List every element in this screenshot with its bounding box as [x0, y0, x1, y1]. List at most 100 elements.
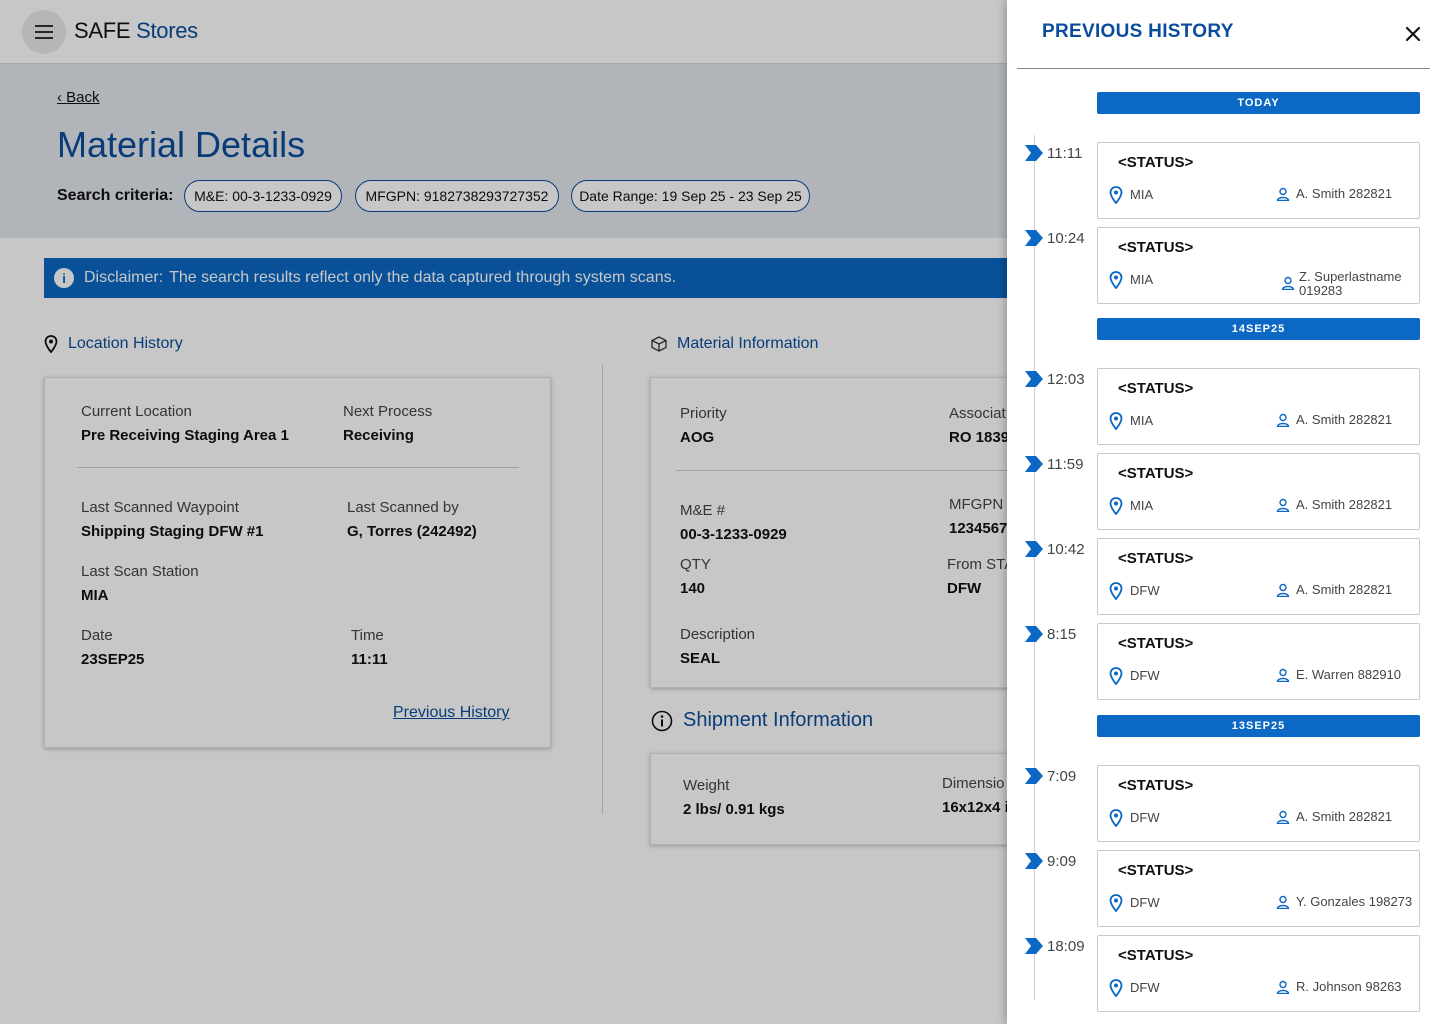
history-entry-card[interactable]: <STATUS> DFW E. Warren 882910: [1097, 623, 1420, 700]
card-divider: [676, 470, 1048, 471]
timeline-time: 10:24: [1047, 230, 1085, 247]
time-value: 11:11: [351, 651, 388, 668]
menu-button[interactable]: [22, 10, 66, 54]
entry-user: A. Smith 282821: [1296, 497, 1393, 512]
weight-value: 2 lbs/ 0.91 kgs: [683, 801, 785, 818]
entry-location: DFW: [1130, 895, 1160, 910]
close-button[interactable]: [1401, 22, 1425, 46]
info-circle-icon: [651, 710, 673, 731]
timeline-marker-icon: [1025, 938, 1043, 954]
disclaimer-text: The search results reflect only the data…: [169, 269, 677, 286]
timeline-marker-icon: [1025, 626, 1043, 642]
mfgpn-value: 1234567: [949, 520, 1008, 537]
criteria-chip-date-range[interactable]: Date Range: 19 Sep 25 - 23 Sep 25: [571, 180, 810, 212]
location-pin-icon: [44, 335, 58, 353]
current-location-value: Pre Receiving Staging Area 1: [81, 427, 289, 444]
entry-location: MIA: [1130, 498, 1154, 513]
history-entry-card[interactable]: <STATUS> DFW Y. Gonzales 198273: [1097, 850, 1420, 927]
qty-label: QTY: [680, 556, 711, 573]
last-scan-station-value: MIA: [81, 587, 109, 604]
timeline-line: [1034, 135, 1035, 1000]
entry-status: <STATUS>: [1118, 635, 1194, 652]
timeline-time: 11:59: [1047, 456, 1084, 473]
entry-location: DFW: [1130, 810, 1160, 825]
me-number-label: M&E #: [680, 502, 726, 519]
entry-location: MIA: [1130, 187, 1154, 202]
description-value: SEAL: [680, 650, 721, 667]
card-divider: [77, 467, 519, 468]
last-scan-station-label: Last Scan Station: [81, 563, 199, 580]
entry-user: R. Johnson 98263: [1296, 979, 1402, 994]
column-divider: [602, 364, 603, 814]
entry-user: A. Smith 282821: [1296, 412, 1393, 427]
entry-user: E. Warren 882910: [1296, 667, 1402, 682]
user-icon: [1276, 895, 1290, 910]
entry-status: <STATUS>: [1118, 239, 1194, 256]
timeline-time: 12:03: [1047, 371, 1085, 388]
previous-history-drawer: PREVIOUS HISTORY TODAY 14SEP25 13SEP25 1…: [1007, 0, 1440, 1024]
location-history-card: Current Location Pre Receiving Staging A…: [44, 377, 551, 748]
entry-location: DFW: [1130, 980, 1160, 995]
app-logo: SAFE Stores: [74, 18, 198, 44]
shipment-information-title: Shipment Information: [683, 709, 874, 731]
entry-status: <STATUS>: [1118, 550, 1194, 567]
brand-primary: SAFE: [74, 18, 131, 43]
previous-history-link[interactable]: Previous History: [393, 704, 510, 721]
timeline-time: 10:42: [1047, 541, 1085, 558]
history-entry-card[interactable]: <STATUS> MIA A. Smith 282821: [1097, 368, 1420, 445]
entry-status: <STATUS>: [1118, 154, 1194, 171]
timeline-marker-icon: [1025, 853, 1043, 869]
drawer-title: PREVIOUS HISTORY: [1042, 21, 1234, 42]
time-label: Time: [351, 627, 384, 644]
last-scanned-by-value: G, Torres (242492): [347, 523, 477, 540]
entry-location: MIA: [1130, 413, 1154, 428]
date-group-header: 13SEP25: [1097, 715, 1420, 737]
user-icon: [1276, 413, 1290, 428]
timeline-time: 8:15: [1047, 626, 1077, 643]
next-process-value: Receiving: [343, 427, 414, 444]
back-link-label: Back: [66, 89, 100, 106]
brand-secondary: Stores: [136, 18, 198, 43]
history-entry-card[interactable]: <STATUS> MIA Z. Superlastname 019283: [1097, 227, 1420, 304]
history-entry-card[interactable]: <STATUS> DFW A. Smith 282821: [1097, 538, 1420, 615]
timeline-marker-icon: [1025, 768, 1043, 784]
location-pin-icon: [1109, 271, 1123, 290]
history-entry-card[interactable]: <STATUS> DFW A. Smith 282821: [1097, 765, 1420, 842]
weight-label: Weight: [683, 777, 730, 794]
location-history-heading: Location History: [44, 335, 183, 353]
location-pin-icon: [1109, 186, 1123, 205]
criteria-chip-me[interactable]: M&E: 00-3-1233-0929: [184, 180, 342, 212]
timeline-marker-icon: [1025, 456, 1043, 472]
entry-user: Y. Gonzales 198273: [1296, 894, 1413, 909]
entry-status: <STATUS>: [1118, 380, 1194, 397]
entry-location: DFW: [1130, 668, 1160, 683]
from-station-value: DFW: [947, 580, 982, 597]
criteria-chip-mfgpn[interactable]: MFGPN: 9182738293727352: [355, 180, 559, 212]
timeline-marker-icon: [1025, 230, 1043, 246]
location-pin-icon: [1109, 894, 1123, 913]
entry-status: <STATUS>: [1118, 862, 1194, 879]
shipment-information-heading: Shipment Information: [651, 709, 873, 732]
timeline-time: 18:09: [1047, 938, 1085, 955]
date-group-header: TODAY: [1097, 92, 1420, 114]
associated-label: Associat: [949, 405, 1006, 422]
history-entry-card[interactable]: <STATUS> MIA A. Smith 282821: [1097, 453, 1420, 530]
back-link[interactable]: ‹ Back: [57, 89, 100, 106]
location-history-title: Location History: [68, 335, 183, 352]
entry-status: <STATUS>: [1118, 947, 1194, 964]
user-icon: [1276, 498, 1290, 513]
location-pin-icon: [1109, 809, 1123, 828]
history-entry-card[interactable]: <STATUS> MIA A. Smith 282821: [1097, 142, 1420, 219]
entry-user: A. Smith 282821: [1296, 582, 1393, 597]
user-icon: [1276, 583, 1290, 598]
user-icon: [1276, 668, 1290, 683]
mfgpn-label: MFGPN: [949, 496, 1004, 513]
disclaimer-label: Disclaimer:: [84, 269, 164, 286]
info-icon: i: [54, 268, 74, 288]
timeline-marker-icon: [1025, 541, 1043, 557]
location-pin-icon: [1109, 667, 1123, 686]
last-scanned-by-label: Last Scanned by: [347, 499, 459, 516]
package-icon: [651, 336, 667, 352]
location-pin-icon: [1109, 497, 1123, 516]
history-entry-card[interactable]: <STATUS> DFW R. Johnson 98263: [1097, 935, 1420, 1012]
